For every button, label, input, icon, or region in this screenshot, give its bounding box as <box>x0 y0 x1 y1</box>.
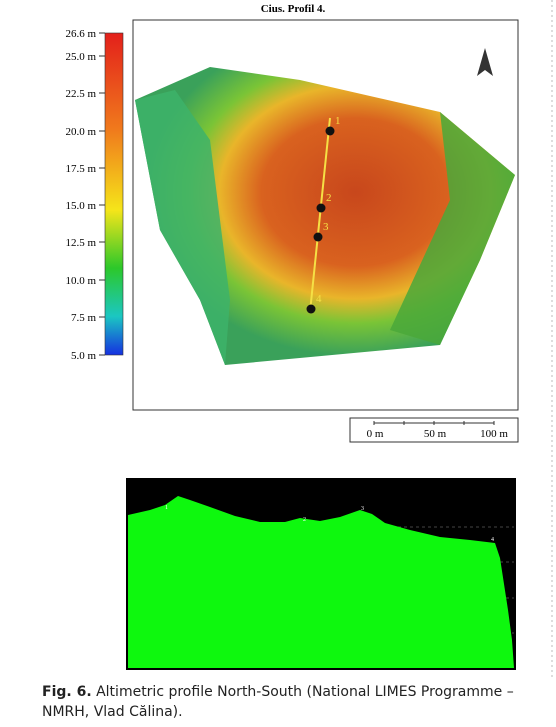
terrain-east <box>390 112 515 345</box>
profile-point-labels: 1 2 3 4 <box>165 505 494 543</box>
profile-point <box>325 126 335 136</box>
colorbar-label: 25.0 m <box>65 51 96 63</box>
profile-points: 1 2 3 4 <box>306 115 341 314</box>
colorbar <box>104 32 124 356</box>
profile-point-label: 4 <box>491 537 494 543</box>
point-label: 2 <box>326 192 332 204</box>
terrain-west <box>135 90 230 365</box>
scale-bar <box>373 421 495 425</box>
colorbar-label: 17.5 m <box>65 163 96 175</box>
north-arrow <box>477 48 493 76</box>
colorbar-label: 20.0 m <box>65 126 96 138</box>
colorbar-label: 5.0 m <box>71 350 97 362</box>
profile-area <box>128 496 514 668</box>
scale-labels: 0 m 50 m 100 m <box>367 428 509 440</box>
map-frame <box>132 19 519 411</box>
map-title: Cius. Profil 4. <box>261 3 326 15</box>
caption-text: Altimetric profile North-South (National… <box>42 684 514 720</box>
profile-point-label: 1 <box>165 505 168 511</box>
figure: Cius. Profil 4. 26.6 m25.0 m22.5 m20.0 m… <box>65 0 553 680</box>
colorbar-label: 7.5 m <box>71 312 97 324</box>
profile-line <box>309 117 331 313</box>
colorbar-labels: 26.6 m 25.0 m 22.5 m 20.0 m 17.5 m 15.0 m 12.5… <box>65 28 105 362</box>
profile-point-label: 3 <box>361 506 364 512</box>
caption: Fig. 6. Altimetric profile North-South (… <box>42 682 532 722</box>
point-label: 1 <box>335 115 341 127</box>
scale-label: 50 m <box>424 428 447 440</box>
profile-point-label: 2 <box>303 517 306 523</box>
profile-point <box>306 304 316 314</box>
point-label: 3 <box>323 221 329 233</box>
colorbar-label: 22.5 m <box>65 88 96 100</box>
profile-point <box>316 203 326 213</box>
point-label: 4 <box>316 293 322 305</box>
scale-label: 100 m <box>480 428 508 440</box>
colorbar-label: 12.5 m <box>65 237 96 249</box>
colorbar-label: 26.6 m <box>65 28 96 40</box>
profile-point <box>313 232 323 242</box>
scale-label: 0 m <box>367 428 384 440</box>
caption-label: Fig. 6. <box>42 684 92 700</box>
colorbar-label: 15.0 m <box>65 200 96 212</box>
colorbar-label: 10.0 m <box>65 275 96 287</box>
